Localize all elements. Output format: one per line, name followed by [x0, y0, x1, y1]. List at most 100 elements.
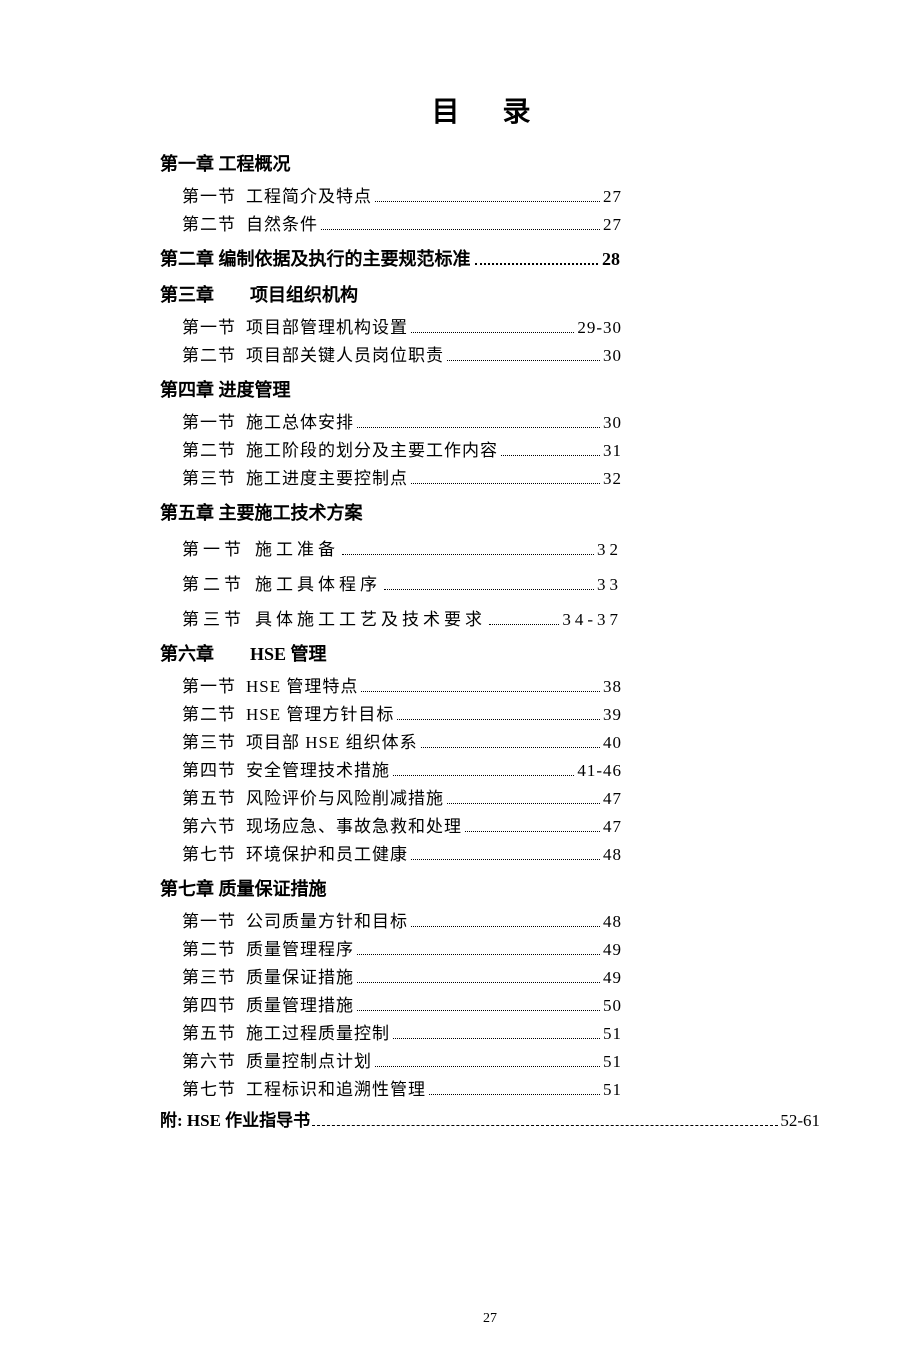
section-row: 第二节项目部关键人员岗位职责30 — [182, 341, 820, 366]
leader-dots — [384, 575, 594, 590]
section-title: HSE 管理特点 — [246, 672, 358, 697]
section-number: 第二节 — [182, 210, 236, 235]
section-page: 48 — [603, 912, 622, 932]
section-number: 第二节 — [182, 935, 236, 960]
leader-dots — [361, 677, 600, 692]
section-page: 32 — [597, 540, 622, 560]
section-number: 第二节 — [182, 341, 236, 366]
section-row: 第四节质量管理措施50 — [182, 991, 820, 1016]
section-number: 第四节 — [182, 756, 236, 781]
leader-dash — [312, 1111, 778, 1126]
section-page: 48 — [603, 845, 622, 865]
section-number: 第三节 — [182, 963, 236, 988]
section-row: 第一节施工总体安排 30 — [182, 408, 820, 433]
section-number: 第一节 — [182, 672, 236, 697]
leader-dots — [501, 441, 600, 456]
section-number: 第一节 — [182, 313, 236, 338]
section-row: 第六节质量控制点计划 51 — [182, 1047, 820, 1072]
section-title: 质量保证措施 — [246, 963, 354, 988]
section-row: 第一节施工准备 32 — [182, 535, 820, 560]
section-number: 第三节 — [182, 605, 245, 630]
chapter-heading: 第四章 进度管理 — [160, 376, 820, 402]
leader-dots — [357, 996, 600, 1011]
page-number: 27 — [160, 1311, 820, 1327]
leader-dots — [411, 845, 600, 860]
section-page: 49 — [603, 968, 622, 988]
section-number: 第一节 — [182, 535, 245, 560]
section-title: 施工准备 — [255, 535, 339, 560]
section-title: 现场应急、事故急救和处理 — [246, 812, 462, 837]
chapter-heading: 第一章 工程概况 — [160, 150, 820, 176]
section-title: 施工总体安排 — [246, 408, 354, 433]
section-number: 第五节 — [182, 784, 236, 809]
chapter-label: 第二章 编制依据及执行的主要规范标准 — [160, 245, 471, 271]
section-page: 51 — [603, 1052, 622, 1072]
leader-dots — [447, 789, 600, 804]
section-page: 41-46 — [577, 761, 622, 781]
section-title: 质量控制点计划 — [246, 1047, 372, 1072]
section-row: 第五节风险评价与风险削减措施47 — [182, 784, 820, 809]
section-number: 第四节 — [182, 991, 236, 1016]
leader-dots — [411, 469, 600, 484]
section-page: 31 — [603, 441, 622, 461]
chapter-heading: 第六章 HSE 管理 — [160, 640, 820, 666]
leader-dots — [393, 1024, 600, 1039]
section-row: 第一节公司质量方针和目标 48 — [182, 907, 820, 932]
section-title: 公司质量方针和目标 — [246, 907, 408, 932]
chapter-heading: 第七章 质量保证措施 — [160, 875, 820, 901]
section-number: 第七节 — [182, 840, 236, 865]
section-row: 第六节现场应急、事故急救和处理 47 — [182, 812, 820, 837]
section-number: 第一节 — [182, 408, 236, 433]
section-page: 39 — [603, 705, 622, 725]
section-page: 38 — [603, 677, 622, 697]
section-page: 29-30 — [577, 318, 622, 338]
section-title: 工程标识和追溯性管理 — [246, 1075, 426, 1100]
section-page: 34-37 — [562, 610, 622, 630]
section-title: 环境保护和员工健康 — [246, 840, 408, 865]
section-title: 具体施工工艺及技术要求 — [255, 605, 486, 630]
leader-dots — [375, 187, 600, 202]
leader-dots — [475, 249, 599, 265]
chapter-heading: 第三章 项目组织机构 — [160, 281, 820, 307]
section-row: 第四节安全管理技术措施 41-46 — [182, 756, 820, 781]
section-page: 51 — [603, 1024, 622, 1044]
appendix-label: 附: HSE 作业指导书 — [160, 1106, 310, 1131]
leader-dots — [357, 940, 600, 955]
section-row: 第二节自然条件 27 — [182, 210, 820, 235]
section-number: 第二节 — [182, 570, 245, 595]
leader-dots — [411, 912, 600, 927]
section-row: 第二节HSE 管理方针目标39 — [182, 700, 820, 725]
section-title: 施工阶段的划分及主要工作内容 — [246, 436, 498, 461]
section-row: 第一节项目部管理机构设置29-30 — [182, 313, 820, 338]
page-title: 目 录 — [160, 90, 820, 130]
section-row: 第三节具体施工工艺及技术要求 34-37 — [182, 605, 820, 630]
section-page: 33 — [597, 575, 622, 595]
appendix-row: 附: HSE 作业指导书52-61 — [160, 1106, 820, 1131]
section-number: 第三节 — [182, 464, 236, 489]
chapter-heading: 第五章 主要施工技术方案 — [160, 499, 820, 525]
section-number: 第六节 — [182, 812, 236, 837]
section-row: 第二节施工阶段的划分及主要工作内容31 — [182, 436, 820, 461]
section-page: 30 — [603, 346, 622, 366]
section-page: 27 — [603, 187, 622, 207]
section-title: 施工过程质量控制 — [246, 1019, 390, 1044]
section-row: 第五节施工过程质量控制51 — [182, 1019, 820, 1044]
section-number: 第七节 — [182, 1075, 236, 1100]
section-page: 47 — [603, 817, 622, 837]
toc-page: 目 录 第一章 工程概况第一节工程简介及特点27第二节自然条件27第二章 编制依… — [0, 0, 920, 1367]
section-page: 30 — [603, 413, 622, 433]
section-page: 27 — [603, 215, 622, 235]
section-number: 第三节 — [182, 728, 236, 753]
section-number: 第六节 — [182, 1047, 236, 1072]
section-title: 自然条件 — [246, 210, 318, 235]
section-title: 施工进度主要控制点 — [246, 464, 408, 489]
section-row: 第二节质量管理程序49 — [182, 935, 820, 960]
section-title: 施工具体程序 — [255, 570, 381, 595]
section-number: 第一节 — [182, 907, 236, 932]
leader-dots — [342, 540, 594, 555]
section-title: 安全管理技术措施 — [246, 756, 390, 781]
section-title: HSE 管理方针目标 — [246, 700, 394, 725]
section-title: 质量管理程序 — [246, 935, 354, 960]
section-title: 项目部 HSE 组织体系 — [246, 728, 418, 753]
leader-dots — [421, 733, 600, 748]
